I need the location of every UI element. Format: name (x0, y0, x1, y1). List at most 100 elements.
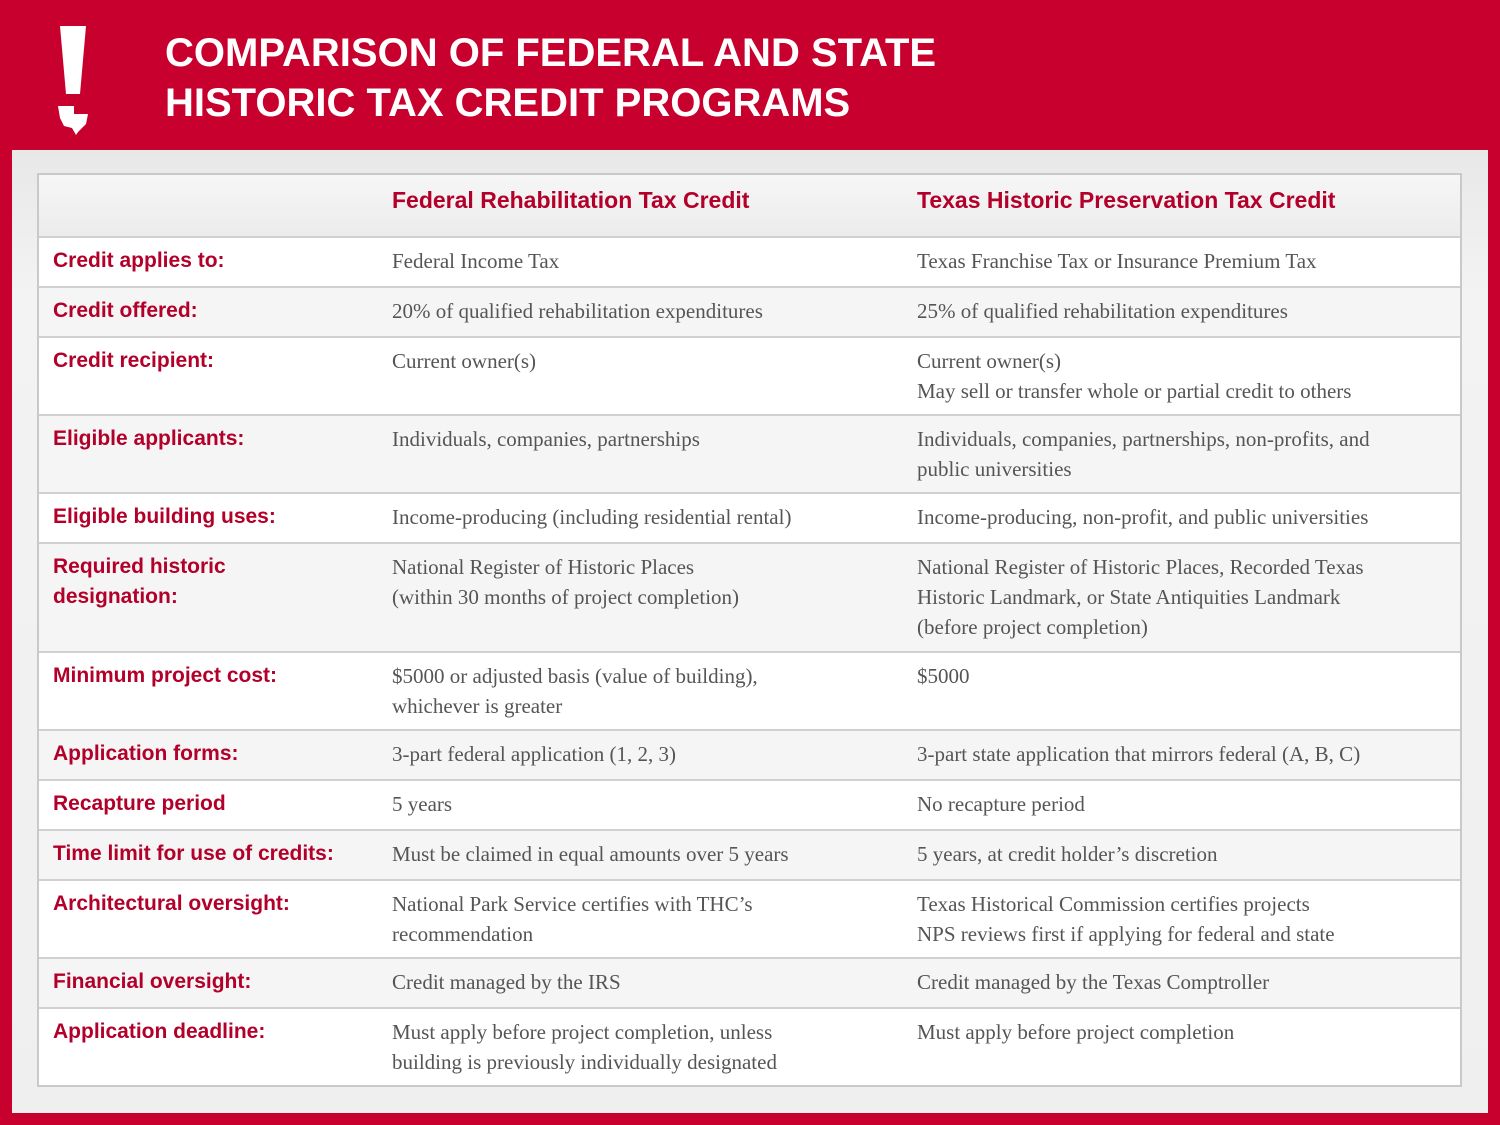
cell-text: National Register of Historic Places, Re… (902, 544, 1460, 651)
text-line: Application deadline: (53, 1020, 266, 1043)
text-line: Texas Historical Commission certifies pr… (917, 892, 1310, 916)
text-line: Federal Income Tax (392, 249, 560, 273)
text-line: Individuals, companies, partnerships (392, 427, 700, 451)
table-row: Credit offered: 20% of qualified rehabili… (39, 286, 1460, 336)
cell-text: Credit managed by the Texas Comptroller (902, 959, 1460, 1007)
text-line: Architectural oversight: (53, 892, 290, 915)
cell-text: 3-part federal application (1, 2, 3) (377, 731, 902, 779)
text-line: $5000 (917, 664, 970, 688)
text-line: 3-part federal application (1, 2, 3) (392, 742, 676, 766)
text-line: (before project completion) (917, 615, 1148, 639)
cell-text: 20% of qualified rehabilitation expendit… (377, 288, 902, 336)
text-line: Recapture period (53, 792, 226, 815)
table-row: Time limit for use of credits: Must be cl… (39, 829, 1460, 879)
cell-text: Individuals, companies, partnerships, no… (902, 416, 1460, 492)
text-line: Current owner(s) (392, 349, 537, 373)
text-line: Financial oversight: (53, 970, 252, 993)
text-line: Must apply before project completion, un… (392, 1020, 773, 1044)
title-line: COMPARISON OF FEDERAL AND STATE (165, 31, 937, 75)
text-line: NPS reviews first if applying for federa… (917, 922, 1335, 946)
row-label: Time limit for use of credits: (39, 831, 377, 879)
cell-text: 25% of qualified rehabilitation expendit… (902, 288, 1460, 336)
cell-text: Current owner(s) (377, 338, 902, 414)
table-row: Financial oversight: Credit managed by th… (39, 957, 1460, 1007)
row-label: Application deadline: (39, 1009, 377, 1085)
row-label: Eligible building uses: (39, 494, 377, 542)
cell-text: Credit managed by the IRS (377, 959, 902, 1007)
header-row: Federal Rehabilitation Tax Credit Texas H… (39, 175, 1460, 236)
row-label: Financial oversight: (39, 959, 377, 1007)
cell-text: Individuals, companies, partnerships (377, 416, 902, 492)
text-line: Application forms: (53, 742, 239, 765)
table-row: Architectural oversight: National Park Se… (39, 879, 1460, 957)
text-line: 20% of qualified rehabilitation expendit… (392, 299, 763, 323)
table-row: Credit applies to: Federal Income Tax Texa… (39, 236, 1460, 286)
table-row: Minimum project cost: $5000 or adjusted b… (39, 651, 1460, 729)
row-label: Eligible applicants: (39, 416, 377, 492)
text-line: Income-producing, non-profit, and public… (917, 505, 1369, 529)
cell-text: National Register of Historic Places (wit… (377, 544, 902, 651)
text-line: 3-part state application that mirrors fe… (917, 742, 1361, 766)
table-row: Application forms: 3-part federal applica… (39, 729, 1460, 779)
title-line: HISTORIC TAX CREDIT PROGRAMS (165, 81, 851, 125)
table-row: Required historic designation: National Re… (39, 542, 1460, 651)
cell-text: Current owner(s) May sell or transfer who… (902, 338, 1460, 414)
cell-text: Income-producing (including residential … (377, 494, 902, 542)
text-line: public universities (917, 457, 1072, 481)
text-line: recommendation (392, 922, 534, 946)
row-label: Recapture period (39, 781, 377, 829)
text-line: 5 years, at credit holder’s discretion (917, 842, 1218, 866)
text-line: Individuals, companies, partnerships, no… (917, 427, 1370, 451)
cell-text: $5000 (902, 653, 1460, 729)
table-row: Eligible applicants: Individuals, compani… (39, 414, 1460, 492)
text-line: whichever is greater (392, 694, 563, 718)
cell-text: Must be claimed in equal amounts over 5 … (377, 831, 902, 879)
cell-text: Income-producing, non-profit, and public… (902, 494, 1460, 542)
text-line: Texas Franchise Tax or Insurance Premium… (917, 249, 1317, 273)
text-line: building is previously individually desi… (392, 1050, 777, 1074)
column-header: Federal Rehabilitation Tax Credit (392, 187, 750, 213)
row-label: Required historic designation: (39, 544, 377, 651)
row-label: Credit applies to: (39, 238, 377, 286)
text-line: designation: (53, 585, 178, 608)
cell-text: No recapture period (902, 781, 1460, 829)
cell-text: 5 years (377, 781, 902, 829)
text-line: Must be claimed in equal amounts over 5 … (392, 842, 789, 866)
table-row: Eligible building uses: Income-producing … (39, 492, 1460, 542)
cell-text: Texas Historical Commission certifies pr… (902, 881, 1460, 957)
text-line: Must apply before project completion (917, 1020, 1235, 1044)
row-label: Credit recipient: (39, 338, 377, 414)
row-label: Architectural oversight: (39, 881, 377, 957)
header-cell (39, 175, 377, 236)
text-line: Eligible applicants: (53, 427, 245, 450)
text-line: National Register of Historic Places (392, 555, 695, 579)
text-line: No recapture period (917, 792, 1085, 816)
cell-text: Texas Franchise Tax or Insurance Premium… (902, 238, 1460, 286)
text-line: Time limit for use of credits: (53, 842, 334, 865)
cell-text: $5000 or adjusted basis (value of buildi… (377, 653, 902, 729)
text-line: 25% of qualified rehabilitation expendit… (917, 299, 1288, 323)
text-line: Credit applies to: (53, 249, 225, 272)
text-line: National Register of Historic Places, Re… (917, 555, 1364, 579)
title: COMPARISON OF FEDERAL AND STATE HISTORIC … (165, 28, 936, 128)
text-line: May sell or transfer whole or partial cr… (917, 379, 1352, 403)
header: COMPARISON OF FEDERAL AND STATE HISTORIC … (0, 0, 1500, 150)
text-line: Income-producing (including residential … (392, 505, 792, 529)
table-row: Recapture period 5 years No recapture peri… (39, 779, 1460, 829)
text-line: Credit offered: (53, 299, 198, 322)
row-label: Minimum project cost: (39, 653, 377, 729)
text-line: Minimum project cost: (53, 664, 278, 687)
row-label: Credit offered: (39, 288, 377, 336)
text-line: (within 30 months of project completion) (392, 585, 740, 609)
text-line: Eligible building uses: (53, 505, 276, 528)
cell-text: Must apply before project completion, un… (377, 1009, 902, 1085)
cell-text: Must apply before project completion (902, 1009, 1460, 1085)
text-line: Historic Landmark, or State Antiquities … (917, 585, 1341, 609)
text-line: $5000 or adjusted basis (value of buildi… (392, 664, 758, 688)
table-row: Credit recipient: Current owner(s) Current… (39, 336, 1460, 414)
text-line: Current owner(s) (917, 349, 1062, 373)
logo-icon (58, 26, 88, 135)
column-header: Texas Historic Preservation Tax Credit (917, 187, 1336, 213)
text-line: Required historic (53, 555, 226, 578)
